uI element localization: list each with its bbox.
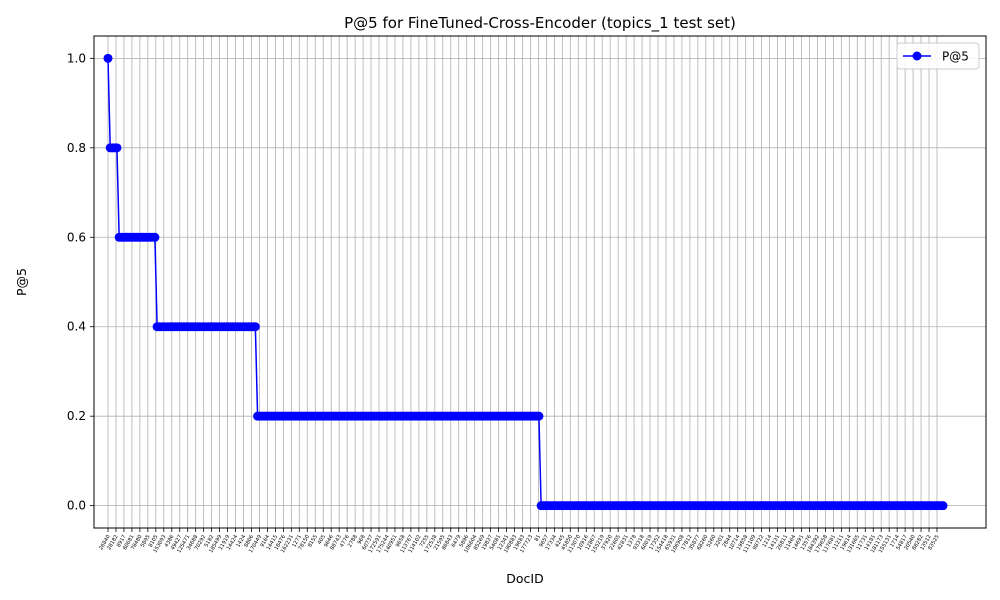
data-point bbox=[534, 412, 543, 421]
y-tick-label: 0.4 bbox=[67, 320, 86, 334]
y-tick-label: 1.0 bbox=[67, 51, 86, 65]
chart-title: P@5 for FineTuned-Cross-Encoder (topics_… bbox=[344, 14, 736, 33]
y-tick-label: 0.8 bbox=[67, 141, 86, 155]
legend-label: P@5 bbox=[942, 50, 969, 64]
data-point bbox=[104, 54, 113, 63]
data-point bbox=[150, 233, 159, 242]
y-tick-label: 0.2 bbox=[67, 409, 86, 423]
legend-marker-swatch bbox=[913, 52, 922, 61]
data-point bbox=[251, 322, 260, 331]
data-point bbox=[939, 501, 948, 510]
data-point bbox=[112, 143, 121, 152]
legend: P@5 bbox=[897, 43, 979, 69]
x-axis-label: DocID bbox=[506, 571, 543, 586]
y-tick-label: 0.0 bbox=[67, 499, 86, 513]
y-axis-label: P@5 bbox=[14, 268, 29, 296]
y-tick-label: 0.6 bbox=[67, 230, 86, 244]
